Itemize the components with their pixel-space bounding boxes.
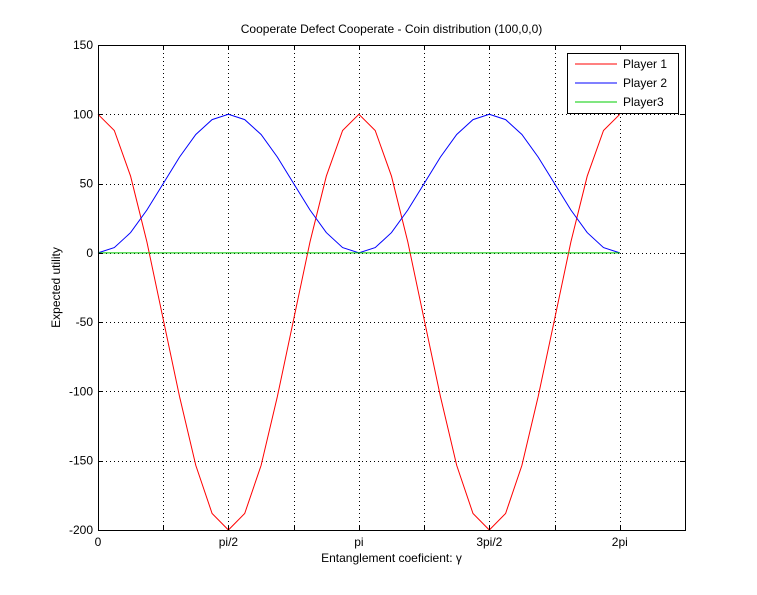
axis-ticks — [98, 45, 685, 531]
legend-entry-player3: Player3 — [575, 95, 664, 109]
x-tick-label: 3pi/2 — [476, 535, 502, 549]
tick-labels: 0 pi/2 pi 3pi/2 2pi 150 100 50 0 -50 -100 -150 -200 — [69, 38, 628, 549]
legend-label: Player 2 — [623, 76, 667, 90]
series-layer — [97, 113, 621, 531]
series-line-player-1 — [97, 113, 621, 531]
y-tick-label: 150 — [73, 38, 93, 52]
y-tick-label: 0 — [86, 246, 93, 260]
y-tick-label: -200 — [69, 523, 93, 537]
x-axis-label: Entanglement coeficient: γ — [321, 551, 462, 565]
y-axis-label: Expected utility — [49, 247, 63, 328]
y-tick-label: 50 — [80, 177, 94, 191]
plot-frame — [98, 45, 686, 531]
legend-label: Player3 — [623, 95, 664, 109]
legend-entry-player-1: Player 1 — [575, 57, 667, 71]
x-tick-label: pi — [354, 535, 363, 549]
x-tick-label: 2pi — [612, 535, 628, 549]
grid-lines — [98, 45, 685, 530]
plot-area — [98, 45, 685, 530]
x-tick-label: pi/2 — [219, 535, 239, 549]
x-tick-label: 0 — [95, 535, 102, 549]
legend: Player 1 Player 2 Player3 — [567, 53, 679, 114]
legend-label: Player 1 — [623, 57, 667, 71]
y-tick-label: -100 — [69, 384, 93, 398]
y-tick-label: 100 — [73, 107, 93, 121]
legend-entry-player-2: Player 2 — [575, 76, 667, 90]
chart-title: Cooperate Defect Cooperate - Coin distri… — [241, 22, 543, 36]
y-tick-label: -150 — [69, 454, 93, 468]
y-tick-label: -50 — [76, 315, 94, 329]
